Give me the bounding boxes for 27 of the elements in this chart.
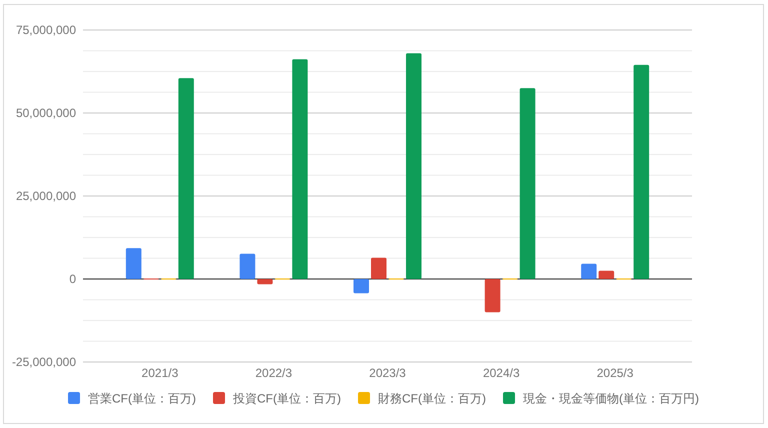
x-tick-label: 2022/3 bbox=[255, 366, 292, 380]
bar bbox=[634, 64, 650, 279]
bar bbox=[292, 59, 308, 279]
bar bbox=[240, 254, 256, 279]
x-tick-label: 2021/3 bbox=[142, 366, 179, 380]
bar bbox=[354, 279, 370, 294]
bar bbox=[126, 248, 142, 279]
bar bbox=[520, 88, 536, 279]
legend-label: 営業CF(単位：百万) bbox=[88, 392, 196, 406]
x-tick-label: 2024/3 bbox=[482, 366, 520, 380]
y-tick-label: 25,000,000 bbox=[16, 189, 76, 203]
x-tick-label: 2023/3 bbox=[369, 366, 406, 380]
bar bbox=[598, 270, 614, 279]
bar bbox=[406, 53, 422, 279]
legend-label: 投資CF(単位：百万) bbox=[232, 392, 341, 406]
bar bbox=[484, 279, 500, 312]
y-tick-label: 0 bbox=[69, 272, 76, 286]
bar bbox=[257, 279, 273, 284]
y-tick-label: 75,000,000 bbox=[16, 23, 76, 37]
bar bbox=[581, 264, 597, 279]
y-tick-label: 50,000,000 bbox=[16, 106, 76, 120]
x-tick-label: 2025/3 bbox=[596, 366, 634, 380]
bar bbox=[371, 258, 386, 279]
y-tick-label: -25,000,000 bbox=[12, 355, 76, 369]
legend-label: 財務CF(単位：百万) bbox=[378, 392, 486, 406]
bar bbox=[178, 78, 194, 279]
legend-label: 現金・現金等価物(単位：百万円) bbox=[523, 392, 699, 406]
